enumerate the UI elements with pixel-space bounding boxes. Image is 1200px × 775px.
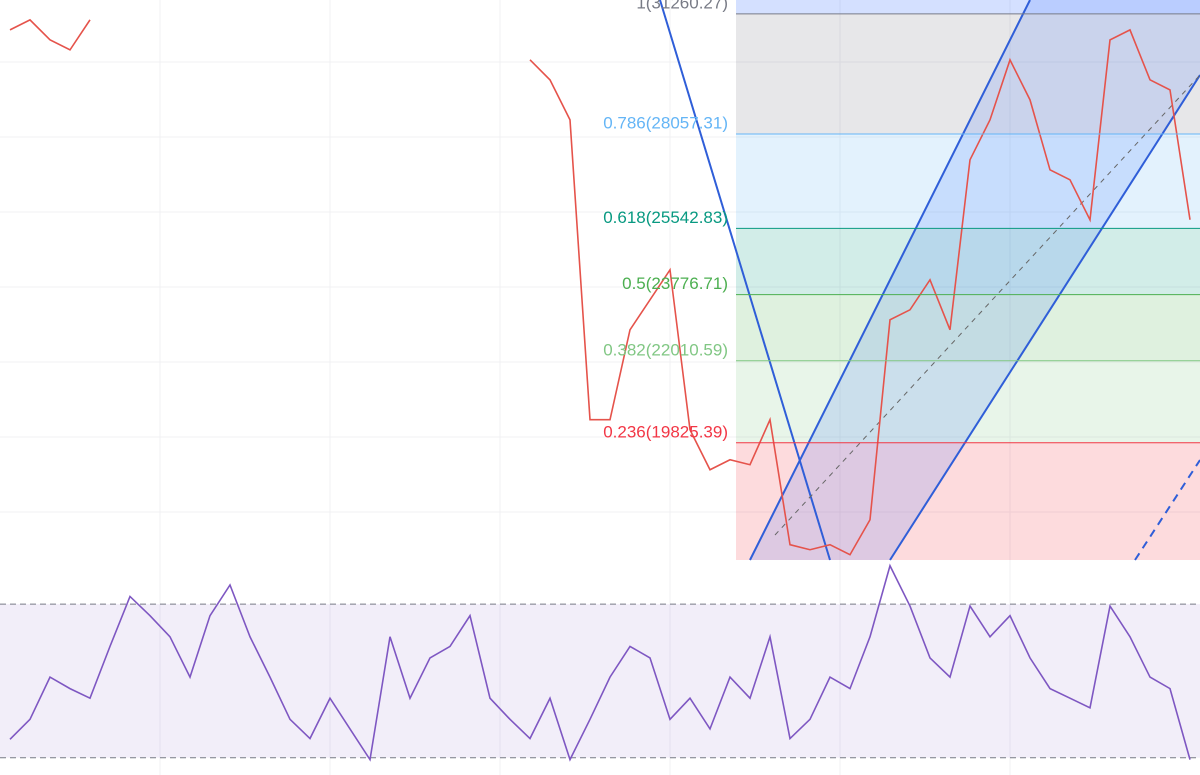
series-line	[9, 18, 1191, 556]
fib-label: 1(31260.27)	[636, 0, 728, 12]
fib-label: 0.236(19825.39)	[603, 422, 728, 441]
fib-label: 0.786(28057.31)	[603, 113, 728, 132]
fib-label: 0.618(25542.83)	[603, 208, 728, 227]
channel-line	[889, 74, 1200, 561]
fib-zone	[736, 442, 1200, 560]
channel-ext	[1134, 459, 1200, 561]
fib-zone	[736, 360, 1200, 443]
fib-label: 0.5(23776.71)	[622, 274, 728, 293]
rsi-band-fill	[0, 604, 1200, 758]
channel-mid	[774, 74, 1200, 536]
fib-zone	[736, 294, 1200, 361]
trend-line	[659, 0, 831, 561]
fib-zone	[736, 228, 1200, 295]
fib-top-zone	[736, 0, 1200, 14]
fib-label: 0.382(22010.59)	[603, 340, 728, 359]
series-line	[9, 563, 1191, 762]
channel-line	[749, 0, 1031, 561]
channel-fill	[750, 0, 1200, 560]
